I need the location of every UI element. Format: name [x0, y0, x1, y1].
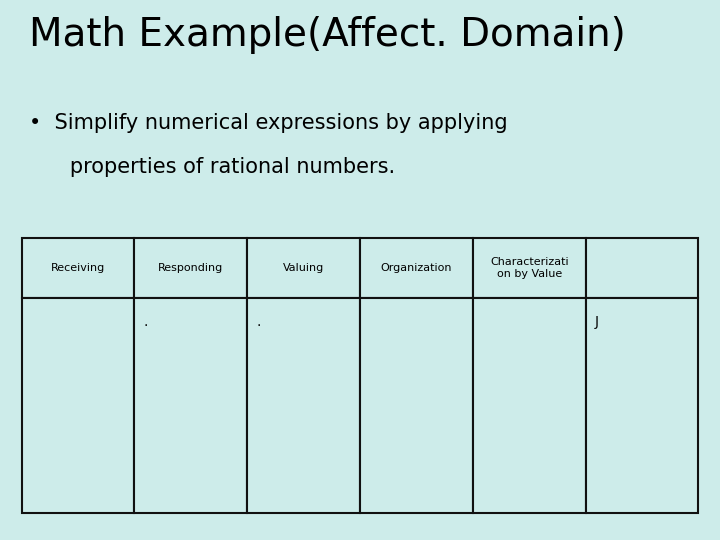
Bar: [247, 238, 360, 298]
Text: Characterizati
on by Value: Characterizati on by Value: [490, 257, 569, 279]
Bar: [473, 298, 585, 513]
Bar: [473, 238, 585, 298]
Text: Math Example(Affect. Domain): Math Example(Affect. Domain): [29, 16, 626, 54]
Bar: [360, 238, 473, 298]
Text: •  Simplify numerical expressions by applying: • Simplify numerical expressions by appl…: [29, 113, 508, 133]
Text: Valuing: Valuing: [283, 263, 324, 273]
Text: Responding: Responding: [158, 263, 223, 273]
Bar: [360, 298, 473, 513]
Text: Organization: Organization: [381, 263, 452, 273]
Text: .: .: [256, 315, 261, 329]
Bar: [135, 238, 247, 298]
Bar: [585, 298, 698, 513]
Text: properties of rational numbers.: properties of rational numbers.: [50, 157, 395, 177]
Text: Receiving: Receiving: [51, 263, 105, 273]
Text: .: .: [143, 315, 148, 329]
Bar: [247, 298, 360, 513]
Bar: [135, 298, 247, 513]
Bar: [22, 238, 135, 298]
Bar: [22, 298, 135, 513]
Text: J: J: [595, 315, 598, 329]
Bar: [585, 238, 698, 298]
